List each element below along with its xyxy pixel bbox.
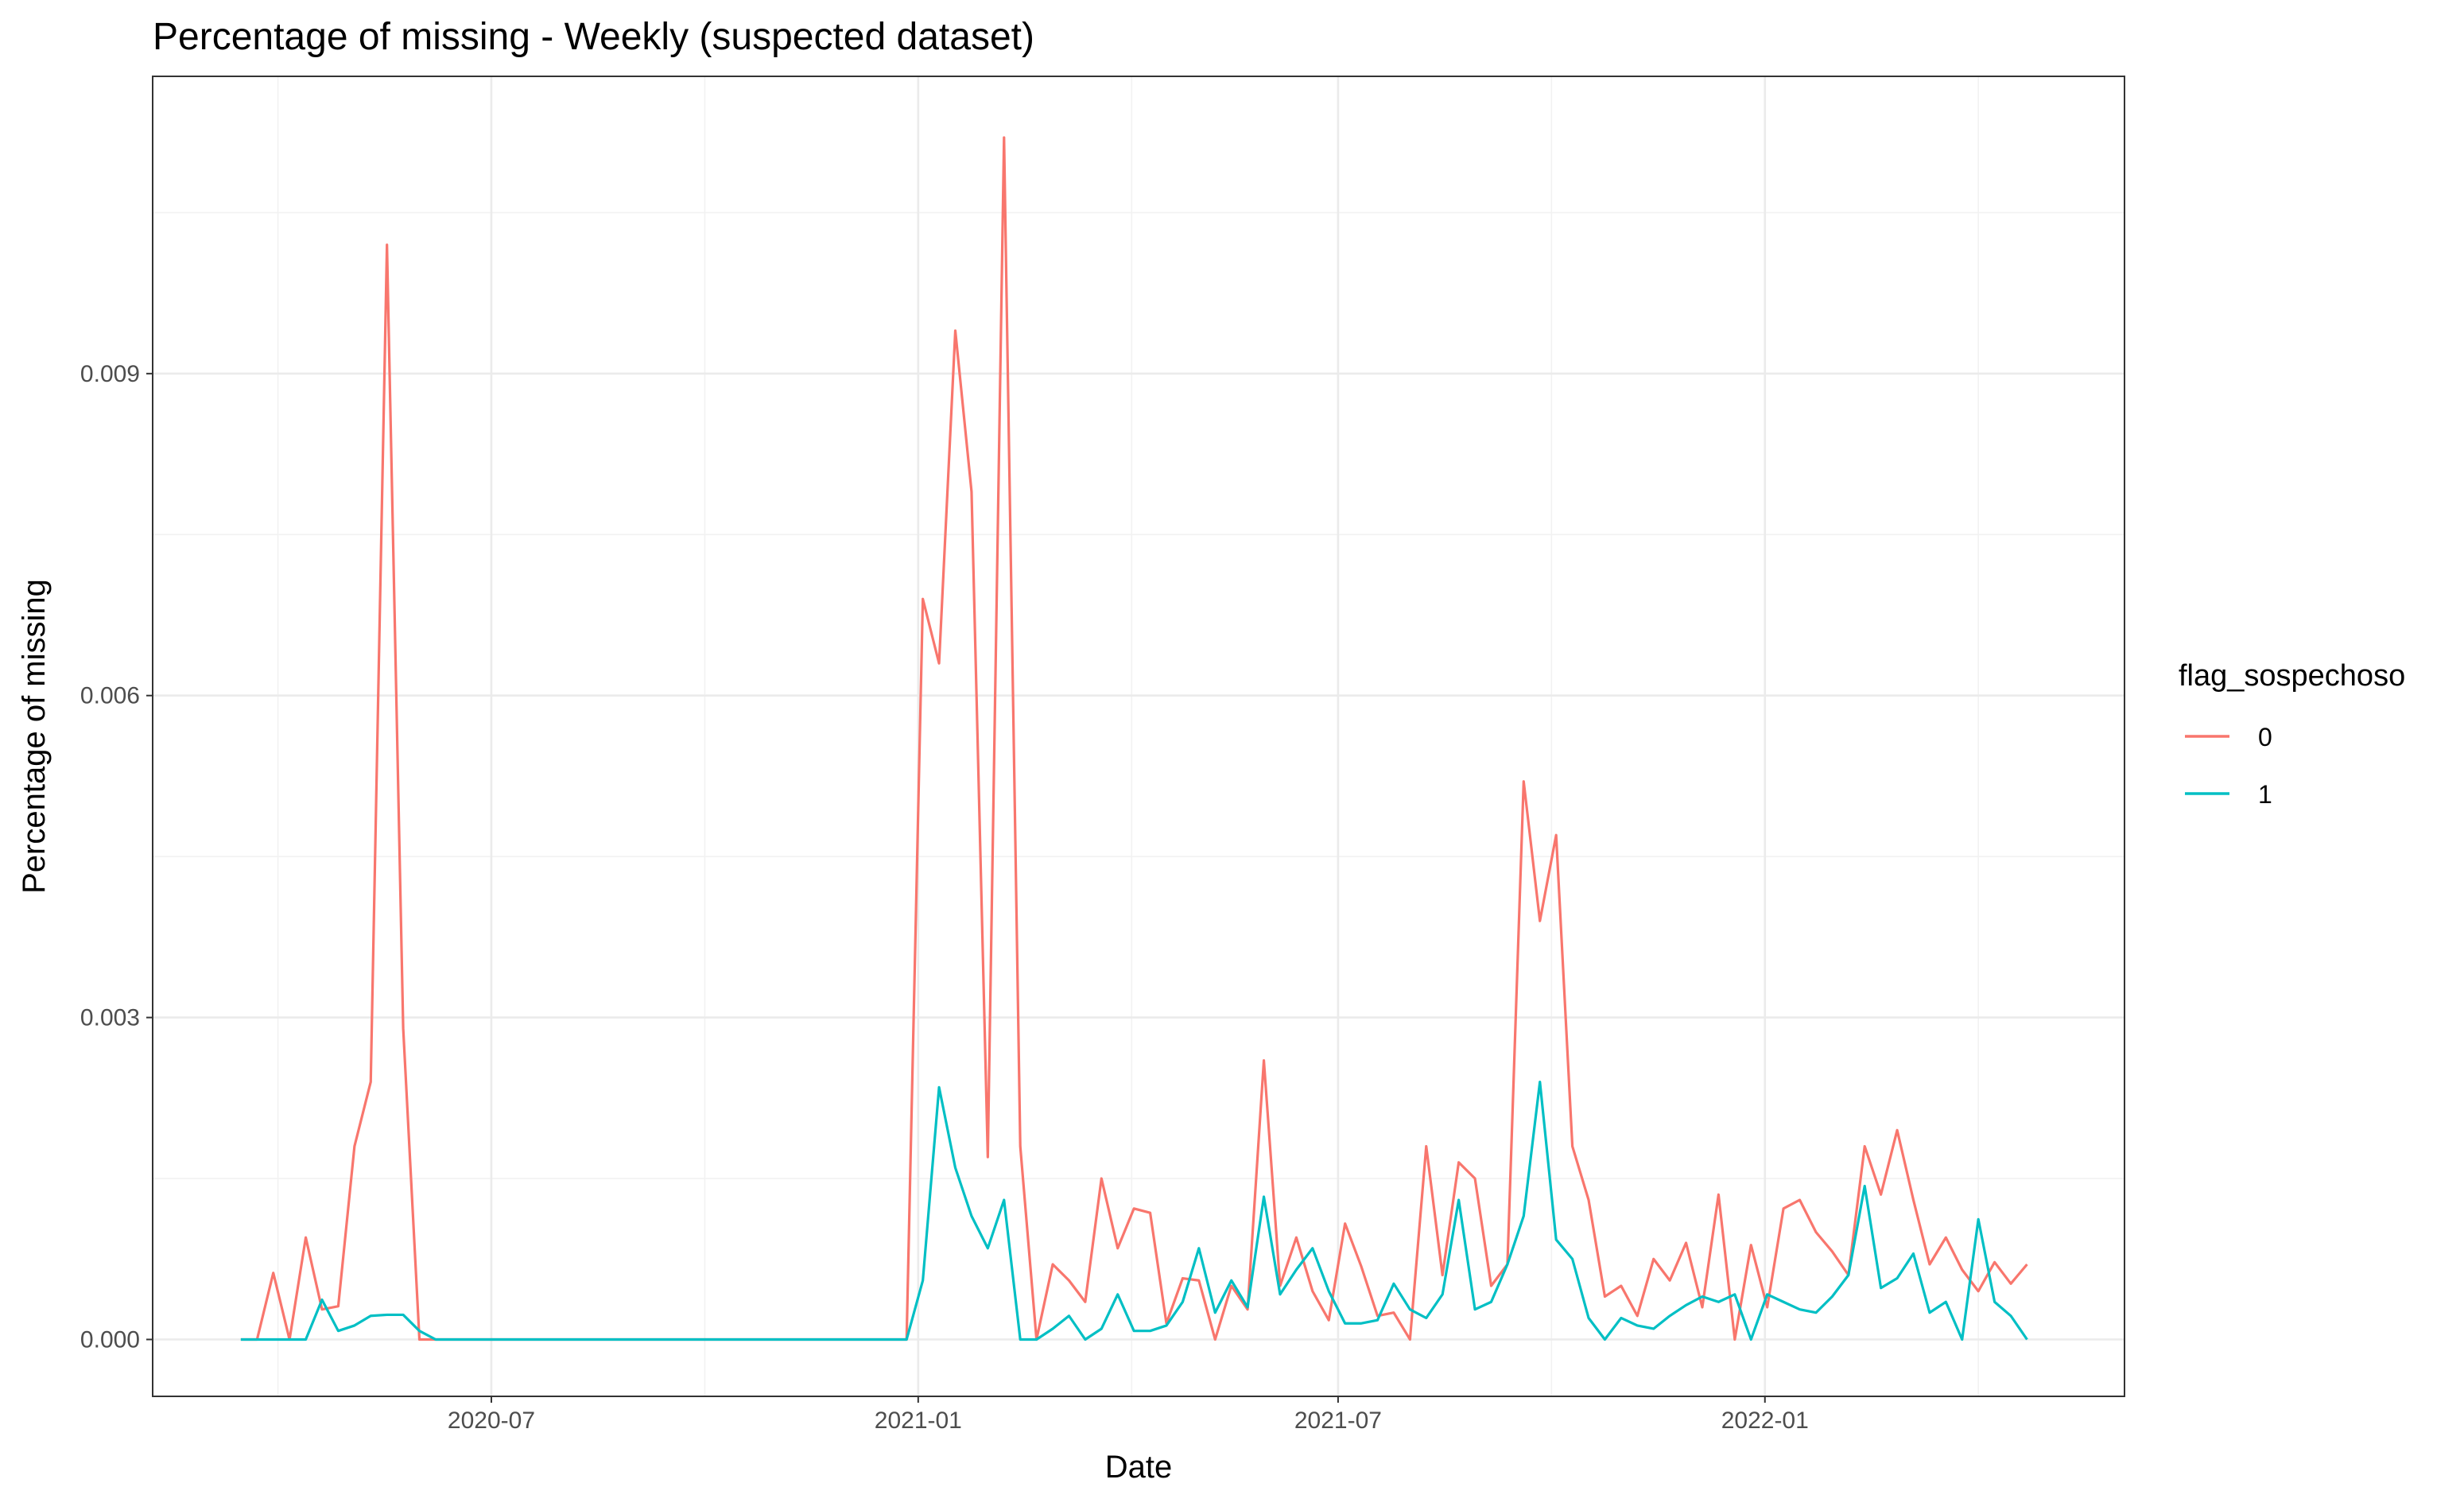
panel-border	[152, 76, 2125, 1397]
legend-label: 0	[2258, 723, 2272, 751]
chart-title: Percentage of missing - Weekly (suspecte…	[153, 16, 1034, 58]
x-tick-label: 2021-01	[875, 1407, 962, 1434]
legend-title: flag_sospechoso	[2179, 659, 2405, 693]
x-tick-label: 2020-07	[448, 1407, 535, 1434]
y-axis-label: Percentage of missing	[17, 579, 52, 894]
x-axis-label: Date	[1105, 1450, 1173, 1485]
y-tick-label: 0.003	[80, 1005, 140, 1031]
x-tick-label: 2022-01	[1721, 1407, 1809, 1434]
x-tick-label: 2021-07	[1294, 1407, 1382, 1434]
legend-label: 1	[2258, 780, 2272, 809]
y-tick-label: 0.000	[80, 1326, 140, 1353]
line-series	[240, 1080, 2028, 1341]
y-tick-label: 0.009	[80, 361, 140, 387]
y-tick-label: 0.006	[80, 683, 140, 709]
